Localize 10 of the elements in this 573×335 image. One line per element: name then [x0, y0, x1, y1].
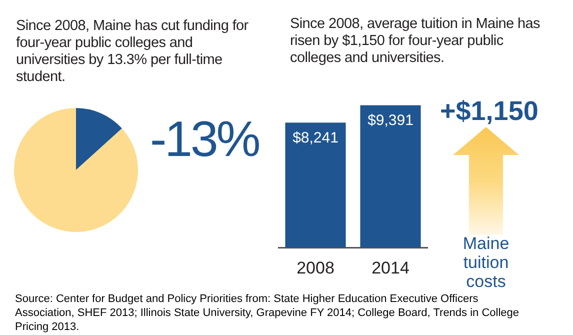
- data-label: $8,241: [292, 129, 338, 146]
- x-tick-label: 2014: [372, 258, 410, 278]
- chart-title: Since 2008, Maine has cut funding for four-year public colleges and universities by 13.3% per full-time student.: [16, 18, 250, 86]
- source-note: Source: Center for Budget and Policy Priorities from: State Higher Education Executive Officers Association, SHEF 2013; Illinois State University, Grapevine FY 2014; College Board, Trends in College Pricing 2013.: [15, 292, 520, 334]
- text: +$1,150: [440, 96, 538, 127]
- chart-title: Since 2008, average tuition in Maine has risen by $1,150 for four-year public colleges and universities.: [290, 16, 541, 67]
- text: Maine tuition costs: [462, 234, 510, 291]
- text: -13%: [150, 110, 259, 168]
- x-tick-label: 2008: [296, 258, 334, 278]
- data-label: $9,391: [368, 112, 414, 129]
